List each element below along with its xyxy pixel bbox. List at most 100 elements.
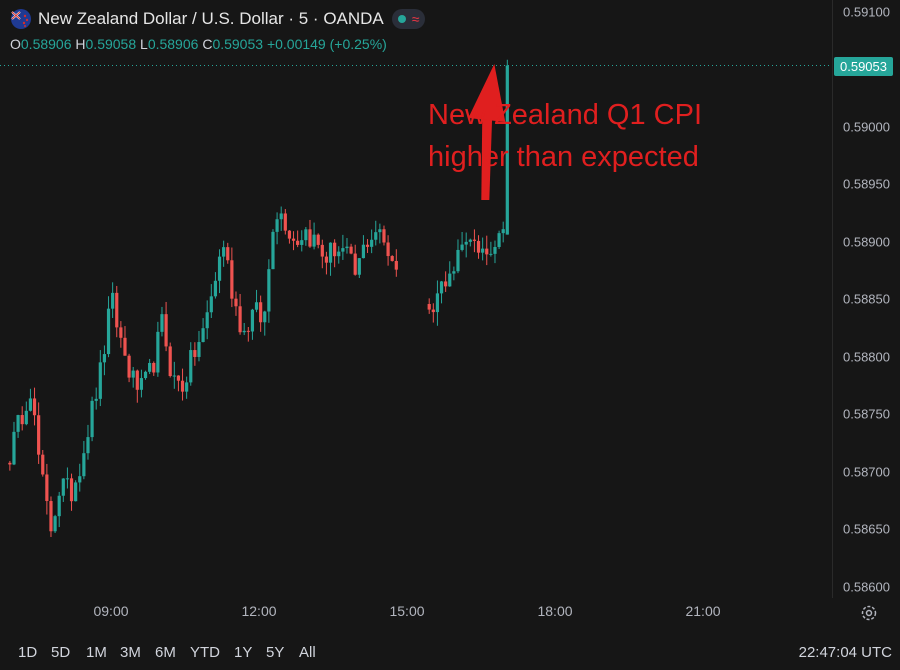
candle: [263, 310, 267, 336]
candle: [337, 246, 341, 264]
utc-clock[interactable]: 22:47:04 UTC: [798, 644, 892, 661]
status-indicators[interactable]: ≈: [391, 9, 426, 29]
candle-body: [472, 239, 477, 241]
candle-body: [24, 410, 28, 425]
candle: [156, 321, 160, 377]
candle-body: [201, 328, 205, 343]
annotation-line-1: New Zealand Q1 CPI: [428, 99, 703, 131]
candle-body: [444, 281, 448, 287]
price-tick-label: 0.58800: [843, 349, 890, 364]
price-tick-label: 0.58700: [843, 464, 890, 479]
candle-body: [493, 246, 497, 254]
candle-body: [209, 296, 213, 313]
candle: [102, 345, 107, 376]
candle: [435, 280, 440, 326]
candle-body: [296, 240, 300, 245]
candle: [328, 242, 333, 276]
candle: [279, 206, 283, 231]
candle-body: [353, 253, 357, 275]
candle: [143, 370, 148, 380]
candle-body: [180, 380, 185, 392]
candle: [250, 308, 255, 340]
candle: [172, 361, 176, 389]
candle: [374, 220, 378, 246]
price-tick-label: 0.58950: [843, 176, 890, 192]
candle: [90, 396, 94, 442]
low-value: 0.58906: [147, 36, 199, 52]
candle-body: [148, 362, 152, 372]
time-tick-label: 15:00: [389, 603, 425, 619]
candle-body: [32, 398, 37, 416]
candle-body: [427, 304, 431, 310]
candle-body: [168, 346, 172, 377]
candle-body: [222, 247, 226, 257]
range-5d-button[interactable]: 5D: [51, 644, 71, 661]
candle: [501, 221, 505, 243]
candle: [164, 301, 168, 352]
candle-body: [90, 400, 94, 438]
candle-body: [345, 246, 349, 249]
candle: [361, 235, 366, 259]
candle-body: [337, 251, 341, 257]
candle-body: [320, 244, 324, 257]
candle: [139, 369, 144, 398]
time-tick-label: 21:00: [685, 603, 721, 619]
candle: [82, 440, 86, 480]
candle-body: [152, 362, 156, 373]
candle: [275, 212, 279, 245]
range-6m-button[interactable]: 6M: [155, 644, 176, 661]
candle-body: [185, 382, 189, 392]
range-1m-button[interactable]: 1M: [86, 644, 107, 661]
range-5y-button[interactable]: 5Y: [266, 644, 285, 661]
candle: [61, 478, 65, 502]
candle: [370, 229, 374, 254]
candle-body: [497, 233, 501, 247]
candle-body: [431, 309, 435, 313]
candle: [456, 239, 460, 274]
candle: [185, 376, 189, 399]
candle: [189, 342, 193, 386]
candle: [8, 460, 12, 471]
chart-title[interactable]: New Zealand Dollar / U.S. Dollar · 5 · O…: [38, 9, 384, 28]
price-tick-label: 0.59000: [843, 119, 890, 134]
price-tick-label: 0.59100: [843, 4, 890, 19]
candle-body: [189, 350, 193, 383]
range-ytd-button[interactable]: YTD: [190, 644, 220, 661]
candle: [16, 414, 20, 438]
candle-body: [328, 242, 333, 263]
candle: [111, 282, 115, 318]
time-axis[interactable]: 09:00 12:00 15:00 18:00 21:00: [0, 598, 832, 628]
range-1d-button[interactable]: 1D: [18, 644, 38, 661]
range-3m-button[interactable]: 3M: [120, 644, 141, 661]
candle-body: [271, 231, 275, 270]
gear-icon[interactable]: [860, 604, 878, 622]
candle: [222, 240, 226, 267]
candle-body: [119, 327, 123, 338]
candle-body: [250, 309, 255, 332]
candle: [24, 401, 28, 426]
candle-body: [193, 350, 197, 357]
last-price-badge: 0.59053: [834, 57, 893, 76]
candle-body: [246, 330, 250, 332]
candle: [201, 318, 205, 343]
candle: [176, 375, 181, 392]
candle: [394, 249, 398, 277]
candle: [464, 232, 468, 258]
price-chart-plot[interactable]: [0, 0, 832, 598]
range-1y-button[interactable]: 1Y: [234, 644, 253, 661]
candle-body: [382, 229, 386, 243]
candle: [28, 388, 33, 412]
candle-body: [139, 378, 144, 390]
time-tick-label: 18:00: [537, 603, 573, 619]
candle: [345, 238, 349, 254]
candle-body: [386, 242, 390, 257]
candle-body: [378, 229, 382, 233]
candle-body: [452, 271, 456, 274]
candle: [320, 239, 324, 269]
price-axis[interactable]: 0.591000.590500.590000.589500.589000.588…: [832, 0, 900, 598]
range-all-button[interactable]: All: [299, 644, 316, 661]
candle-body: [341, 248, 345, 252]
candle-body: [304, 229, 308, 241]
candle: [353, 244, 357, 276]
candle: [431, 303, 435, 323]
